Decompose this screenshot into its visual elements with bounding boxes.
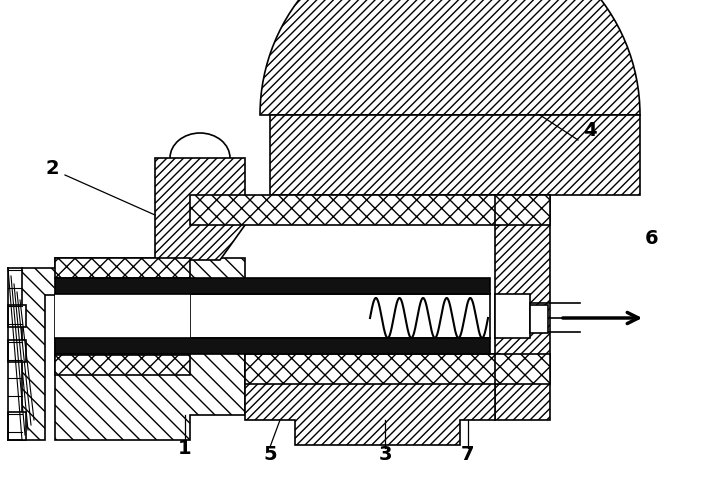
Bar (495, 195, 550, 420)
Bar (55, 338, 490, 354)
Polygon shape (155, 158, 245, 260)
Text: 4: 4 (584, 120, 597, 140)
Bar (190, 195, 500, 225)
Polygon shape (22, 268, 60, 440)
Text: 7: 7 (462, 446, 475, 465)
Text: 3: 3 (378, 446, 392, 465)
Bar (55, 258, 190, 278)
Polygon shape (245, 354, 495, 445)
Bar (55, 278, 490, 294)
Bar (190, 294, 490, 338)
Polygon shape (55, 258, 245, 440)
Bar (495, 294, 530, 338)
Bar (495, 195, 550, 225)
Bar (495, 354, 550, 384)
Bar (8, 305, 26, 327)
Bar (270, 115, 640, 195)
Bar (55, 294, 190, 338)
Text: 5: 5 (263, 446, 277, 465)
Text: 6: 6 (645, 228, 659, 247)
Bar (245, 354, 500, 384)
Text: 2: 2 (45, 158, 59, 177)
Text: 1: 1 (178, 438, 192, 458)
Bar (530, 305, 548, 333)
Bar (55, 355, 190, 375)
Wedge shape (260, 0, 640, 115)
Bar (8, 412, 26, 440)
Bar (8, 340, 26, 362)
